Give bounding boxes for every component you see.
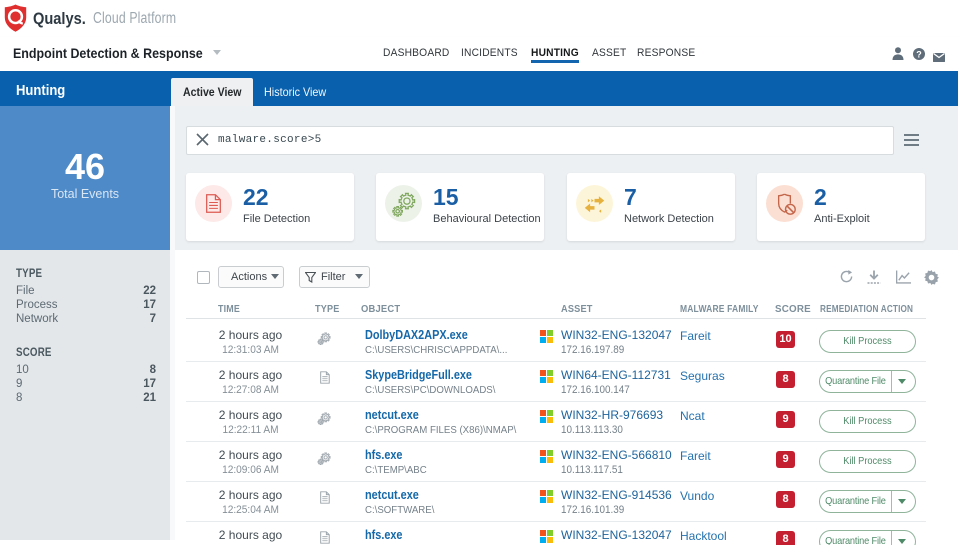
svg-text:?: ? xyxy=(916,49,922,59)
